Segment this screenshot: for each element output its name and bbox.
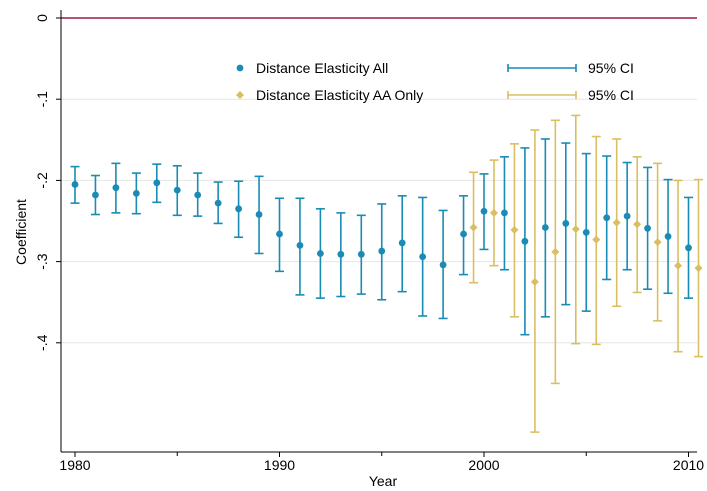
series-group bbox=[70, 114, 703, 433]
point-marker bbox=[132, 189, 140, 197]
point-marker bbox=[276, 230, 283, 238]
point-marker bbox=[480, 207, 488, 215]
point-marker bbox=[378, 247, 386, 255]
gridlines bbox=[61, 98, 697, 344]
point-marker bbox=[439, 261, 447, 269]
series-all bbox=[70, 138, 693, 336]
point-marker bbox=[460, 230, 467, 238]
ticks: 0 -.1 -.2 -.3 -.4 1980 1990 2000 2010 bbox=[34, 14, 704, 473]
point-marker bbox=[521, 237, 529, 245]
point-marker bbox=[674, 261, 683, 270]
y-tick-label: -.4 bbox=[34, 334, 50, 351]
y-tick-label: 0 bbox=[34, 14, 50, 22]
x-tick-label: 2000 bbox=[468, 457, 499, 473]
point-marker bbox=[644, 224, 651, 232]
point-marker bbox=[592, 235, 601, 244]
x-tick-label: 1990 bbox=[264, 457, 295, 473]
legend-label: 95% CI bbox=[588, 60, 634, 76]
point-marker bbox=[694, 264, 703, 273]
point-marker bbox=[419, 253, 427, 261]
point-marker bbox=[92, 191, 99, 199]
axes bbox=[60, 10, 697, 453]
y-axis-title: Coefficient bbox=[13, 199, 29, 265]
y-tick-label: -.2 bbox=[34, 172, 50, 189]
point-marker bbox=[398, 239, 406, 247]
point-marker bbox=[194, 191, 202, 199]
point-marker bbox=[71, 181, 79, 188]
legend-marker bbox=[236, 91, 244, 99]
point-marker bbox=[633, 220, 642, 229]
series-aa-only bbox=[469, 114, 703, 433]
point-marker bbox=[530, 277, 539, 286]
legend-label: Distance Elasticity All bbox=[256, 60, 388, 76]
point-marker bbox=[685, 244, 692, 252]
legend-label: 95% CI bbox=[588, 87, 634, 103]
y-tick-label: -.1 bbox=[34, 91, 50, 108]
point-marker bbox=[317, 250, 324, 257]
point-marker bbox=[571, 225, 580, 234]
x-tick-label: 2010 bbox=[673, 457, 704, 473]
point-marker bbox=[296, 241, 304, 249]
point-marker bbox=[153, 179, 161, 187]
point-marker bbox=[582, 228, 590, 236]
x-tick-label: 1980 bbox=[59, 457, 90, 473]
point-marker bbox=[612, 218, 621, 227]
point-marker bbox=[235, 205, 243, 213]
point-marker bbox=[490, 208, 498, 217]
point-marker bbox=[173, 186, 181, 194]
point-marker bbox=[469, 223, 478, 232]
point-marker bbox=[214, 199, 222, 207]
point-marker bbox=[112, 184, 120, 192]
point-marker bbox=[357, 250, 365, 258]
point-marker bbox=[562, 220, 570, 227]
x-axis-title: Year bbox=[369, 473, 398, 489]
point-marker bbox=[653, 238, 662, 247]
point-marker bbox=[623, 212, 631, 220]
legend-marker bbox=[236, 64, 244, 72]
point-marker bbox=[551, 247, 560, 256]
point-marker bbox=[603, 214, 611, 222]
point-marker bbox=[510, 225, 519, 234]
point-marker bbox=[501, 209, 508, 217]
point-marker bbox=[255, 211, 263, 218]
y-tick-label: -.3 bbox=[34, 253, 50, 270]
point-marker bbox=[664, 233, 672, 240]
point-marker bbox=[337, 250, 345, 258]
legend: Distance Elasticity All 95% CI Distance El… bbox=[236, 60, 634, 103]
legend-label: Distance Elasticity AA Only bbox=[256, 87, 423, 103]
point-marker bbox=[541, 224, 549, 231]
